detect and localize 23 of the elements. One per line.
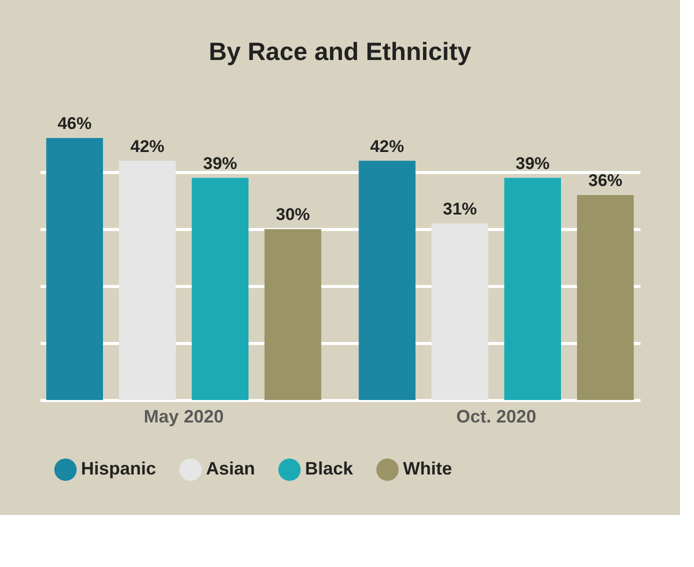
legend-label: Asian xyxy=(206,458,256,479)
bar xyxy=(577,194,634,400)
data-label: 36% xyxy=(588,170,622,190)
legend-label: White xyxy=(403,458,452,479)
bar xyxy=(358,160,416,400)
bar xyxy=(504,178,561,400)
data-label: 39% xyxy=(516,154,550,173)
bar xyxy=(46,138,103,400)
bar xyxy=(192,178,248,400)
x-tick-label: May 2020 xyxy=(144,406,224,426)
bar xyxy=(264,229,322,400)
bar xyxy=(432,223,488,400)
data-label: 39% xyxy=(203,154,238,173)
bar xyxy=(119,160,176,400)
data-label: 31% xyxy=(442,199,477,218)
data-label: 30% xyxy=(276,205,310,224)
data-label: 42% xyxy=(130,136,164,156)
legend-label: Hispanic xyxy=(81,458,156,479)
legend-label: Black xyxy=(305,458,354,479)
data-label: 42% xyxy=(370,136,404,156)
data-label: 46% xyxy=(58,114,92,133)
chart-title: By Race and Ethnicity xyxy=(208,38,472,66)
x-tick-label: Oct. 2020 xyxy=(456,406,536,426)
